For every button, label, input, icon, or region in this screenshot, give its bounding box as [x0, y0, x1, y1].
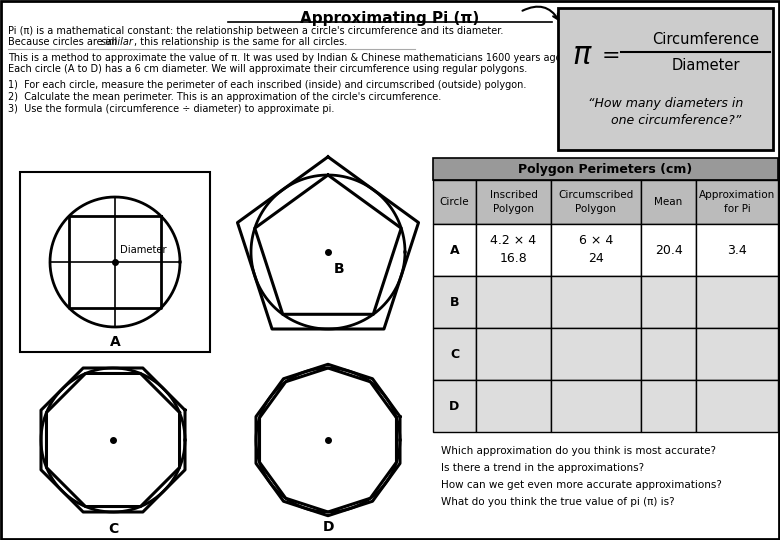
Text: A: A — [110, 335, 120, 349]
Bar — [696, 276, 778, 328]
Text: Diameter: Diameter — [672, 58, 740, 73]
Text: Approximating Pi (π): Approximating Pi (π) — [300, 11, 480, 26]
Text: Approximation
for Pi: Approximation for Pi — [699, 191, 775, 214]
Text: one circumference?”: one circumference?” — [611, 113, 741, 126]
Bar — [551, 224, 641, 276]
Text: Pi (π) is a mathematical constant: the relationship between a circle's circumfer: Pi (π) is a mathematical constant: the r… — [8, 26, 503, 36]
Text: Inscribed
Polygon: Inscribed Polygon — [490, 191, 537, 214]
Text: Each circle (A to D) has a 6 cm diameter. We will approximate their circumferenc: Each circle (A to D) has a 6 cm diameter… — [8, 64, 527, 74]
Bar — [20, 172, 210, 352]
Bar — [641, 224, 696, 276]
Text: , this relationship is the same for all circles.: , this relationship is the same for all … — [134, 37, 347, 47]
Bar — [551, 380, 641, 432]
Text: 2)  Calculate the mean perimeter. This is an approximation of the circle's circu: 2) Calculate the mean perimeter. This is… — [8, 92, 441, 102]
Text: Mean: Mean — [654, 197, 682, 207]
Bar — [433, 224, 476, 276]
Text: Circumference: Circumference — [653, 32, 760, 48]
Bar — [433, 158, 778, 180]
Text: “How many diameters in: “How many diameters in — [588, 98, 743, 111]
Bar — [551, 180, 641, 224]
Text: C: C — [450, 348, 459, 361]
Text: D: D — [322, 519, 334, 534]
Text: Circle: Circle — [440, 197, 470, 207]
Text: similar: similar — [101, 37, 134, 47]
Text: 3.4: 3.4 — [727, 244, 747, 256]
Text: Polygon Perimeters (cm): Polygon Perimeters (cm) — [519, 163, 693, 176]
Bar — [696, 180, 778, 224]
Bar — [476, 180, 551, 224]
Bar — [641, 180, 696, 224]
Text: A: A — [450, 244, 459, 256]
Bar — [476, 328, 551, 380]
Text: What do you think the true value of pi (π) is?: What do you think the true value of pi (… — [441, 497, 675, 507]
Bar — [433, 328, 476, 380]
Text: Is there a trend in the approximations?: Is there a trend in the approximations? — [441, 463, 644, 473]
Bar — [696, 224, 778, 276]
Bar — [476, 380, 551, 432]
Bar — [641, 328, 696, 380]
Bar — [641, 276, 696, 328]
Text: 4.2 × 4
16.8: 4.2 × 4 16.8 — [491, 234, 537, 266]
Text: $\pi$: $\pi$ — [572, 42, 593, 71]
Bar — [558, 8, 773, 150]
Text: C: C — [108, 522, 118, 536]
Text: =: = — [602, 46, 621, 66]
Text: How can we get even more accurate approximations?: How can we get even more accurate approx… — [441, 480, 722, 490]
Bar — [433, 180, 476, 224]
Text: 1)  For each circle, measure the perimeter of each inscribed (inside) and circum: 1) For each circle, measure the perimete… — [8, 80, 526, 90]
Text: This is a method to approximate the value of π. It was used by Indian & Chinese : This is a method to approximate the valu… — [8, 53, 565, 63]
Text: B: B — [450, 295, 459, 308]
Text: 6 × 4
24: 6 × 4 24 — [579, 234, 613, 266]
Text: 3)  Use the formula (circumference ÷ diameter) to approximate pi.: 3) Use the formula (circumference ÷ diam… — [8, 104, 335, 114]
Bar — [433, 276, 476, 328]
Bar — [433, 380, 476, 432]
Bar — [476, 276, 551, 328]
Bar — [551, 276, 641, 328]
Text: Diameter: Diameter — [120, 245, 167, 255]
Bar — [476, 224, 551, 276]
Text: Which approximation do you think is most accurate?: Which approximation do you think is most… — [441, 446, 716, 456]
Text: D: D — [449, 400, 459, 413]
Bar — [551, 328, 641, 380]
Text: B: B — [334, 262, 345, 276]
Text: 20.4: 20.4 — [654, 244, 682, 256]
Bar — [696, 380, 778, 432]
Bar — [696, 328, 778, 380]
Text: Because circles are all: Because circles are all — [8, 37, 120, 47]
Bar — [641, 380, 696, 432]
Text: Circumscribed
Polygon: Circumscribed Polygon — [558, 191, 633, 214]
